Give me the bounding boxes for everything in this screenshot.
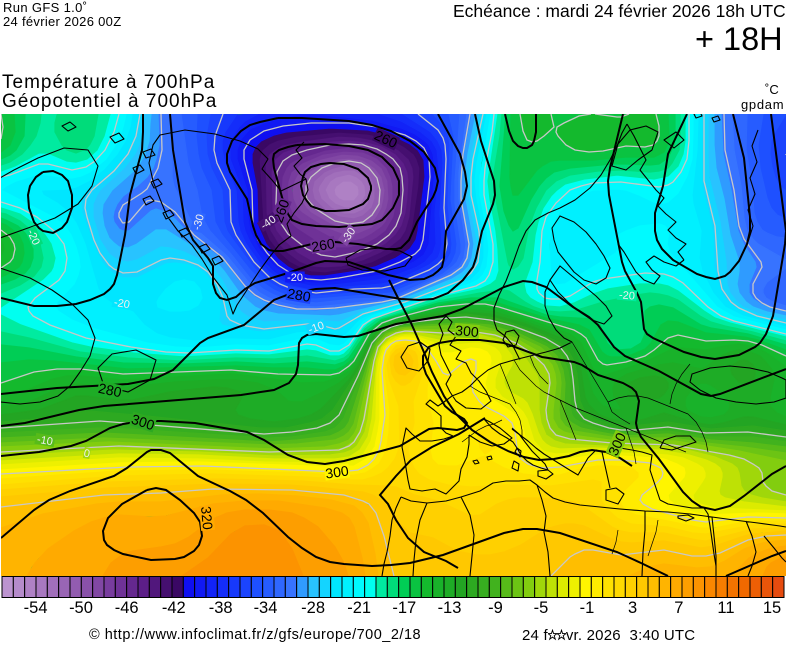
svg-text:300: 300 [129, 411, 156, 434]
svg-text:-30: -30 [191, 213, 207, 231]
svg-text:280: 280 [286, 285, 312, 305]
svg-text:0: 0 [83, 448, 91, 461]
svg-text:-20: -20 [618, 289, 635, 302]
svg-text:280: 280 [97, 380, 123, 401]
svg-text:300: 300 [324, 462, 350, 481]
svg-text:-10: -10 [307, 320, 326, 337]
svg-text:-10: -10 [36, 434, 54, 449]
svg-text:300: 300 [455, 322, 480, 340]
svg-text:-20: -20 [113, 297, 131, 312]
svg-text:260: 260 [310, 235, 336, 255]
svg-text:-20: -20 [287, 272, 303, 284]
svg-text:320: 320 [198, 506, 216, 531]
